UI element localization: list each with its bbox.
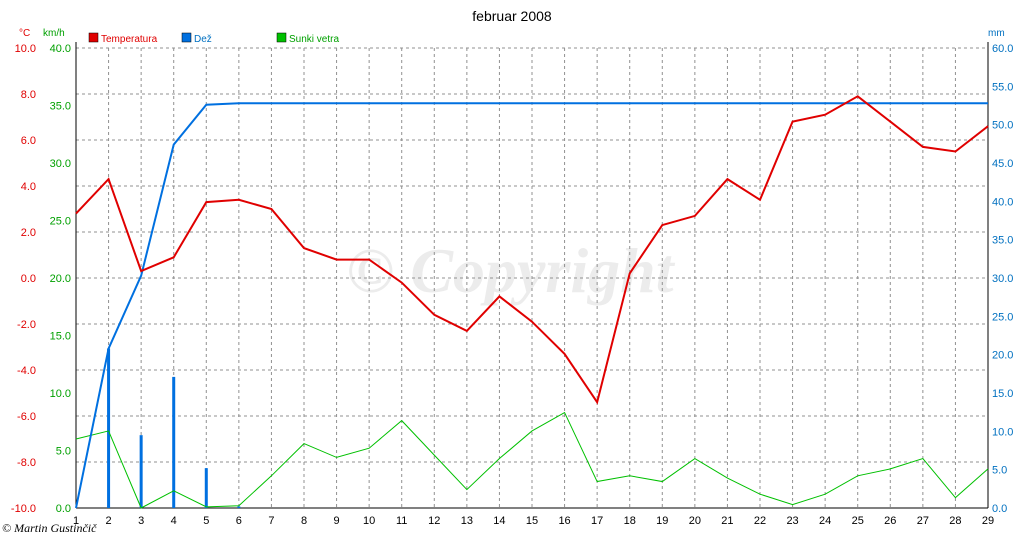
x-tick-label: 26 — [884, 515, 896, 527]
temp-tick-label: 6.0 — [21, 135, 36, 147]
x-tick-label: 7 — [268, 515, 274, 527]
rain-daily-bar — [107, 348, 111, 508]
legend-label: Dež — [194, 34, 212, 45]
x-tick-label: 10 — [363, 515, 375, 527]
x-tick-label: 8 — [301, 515, 307, 527]
temp-tick-label: -6.0 — [17, 411, 36, 423]
x-tick-label: 15 — [526, 515, 538, 527]
rain-tick-label: 30.0 — [992, 273, 1013, 285]
wind-tick-label: 0.0 — [56, 503, 71, 515]
grid — [75, 47, 989, 509]
temp-tick-label: 4.0 — [21, 181, 36, 193]
legend-label: Sunki vetra — [289, 34, 339, 45]
rain-tick-label: 15.0 — [992, 388, 1013, 400]
rain-daily-bar — [204, 468, 208, 508]
x-tick-label: 13 — [461, 515, 473, 527]
wind-gust-line — [75, 411, 989, 509]
legend-swatch — [181, 32, 192, 43]
x-tick-label: 27 — [917, 515, 929, 527]
temp-tick-label: -8.0 — [17, 457, 36, 469]
x-tick-label: 2 — [106, 515, 112, 527]
rain-tick-label: 55.0 — [992, 81, 1013, 93]
wind-tick-label: 25.0 — [50, 216, 71, 228]
temp-tick-label: 8.0 — [21, 89, 36, 101]
temp-tick-label: 10.0 — [15, 43, 36, 55]
rain-tick-label: 50.0 — [992, 120, 1013, 132]
chart-title: februar 2008 — [472, 8, 552, 24]
legend: Temperatura Dež Sunki vetra — [88, 32, 339, 45]
x-tick-label: 17 — [591, 515, 603, 527]
rain-tick-label: 45.0 — [992, 158, 1013, 170]
x-tick-label: 22 — [754, 515, 766, 527]
x-tick-label: 28 — [949, 515, 961, 527]
rain-tick-label: 0.0 — [992, 503, 1007, 515]
rain-cumulative-line — [75, 102, 988, 509]
x-tick-label: 12 — [428, 515, 440, 527]
x-tick-label: 21 — [721, 515, 733, 527]
x-tick-label: 14 — [493, 515, 505, 527]
wind-tick-label: 20.0 — [50, 273, 71, 285]
rain-daily-bar — [172, 376, 176, 508]
temp-unit-label: °C — [19, 28, 30, 39]
x-tick-label: 1 — [73, 515, 79, 527]
watermark: © Copyright — [347, 235, 676, 306]
plot-area — [75, 95, 989, 509]
legend-label: Temperatura — [101, 34, 158, 45]
x-tick-label: 3 — [138, 515, 144, 527]
rain-tick-label: 60.0 — [992, 43, 1013, 55]
x-tick-label: 29 — [982, 515, 994, 527]
rain-daily-bar — [237, 506, 241, 508]
temp-tick-label: -4.0 — [17, 365, 36, 377]
watermark-text: © Copyright — [347, 235, 676, 306]
temp-tick-label: -10.0 — [11, 503, 36, 515]
x-tick-label: 6 — [236, 515, 242, 527]
x-tick-label: 16 — [558, 515, 570, 527]
temp-tick-label: 0.0 — [21, 273, 36, 285]
x-tick-label: 23 — [786, 515, 798, 527]
x-tick-label: 24 — [819, 515, 831, 527]
legend-swatch — [276, 32, 287, 43]
legend-swatch — [88, 32, 99, 43]
x-tick-label: 5 — [203, 515, 209, 527]
x-tick-label: 4 — [171, 515, 177, 527]
wind-unit-label: km/h — [43, 28, 65, 39]
wind-tick-label: 10.0 — [50, 388, 71, 400]
x-tick-label: 25 — [852, 515, 864, 527]
wind-tick-label: 35.0 — [50, 101, 71, 113]
axes — [75, 42, 989, 509]
rain-tick-label: 25.0 — [992, 311, 1013, 323]
tick-labels: -10.0-8.0-6.0-4.0-2.00.02.04.06.08.010.0… — [11, 43, 1014, 527]
wind-tick-label: 5.0 — [56, 446, 71, 458]
rain-tick-label: 40.0 — [992, 196, 1013, 208]
temp-tick-label: 2.0 — [21, 227, 36, 239]
rain-tick-label: 35.0 — [992, 235, 1013, 247]
credit-text: © Martin Gustinčič — [2, 521, 97, 535]
x-tick-label: 20 — [689, 515, 701, 527]
x-tick-label: 18 — [624, 515, 636, 527]
wind-tick-label: 15.0 — [50, 331, 71, 343]
wind-tick-label: 40.0 — [50, 43, 71, 55]
temperature-line — [75, 95, 989, 405]
x-tick-label: 9 — [334, 515, 340, 527]
x-tick-label: 19 — [656, 515, 668, 527]
rain-tick-label: 5.0 — [992, 465, 1007, 477]
rain-daily-bar — [139, 435, 143, 508]
rain-tick-label: 20.0 — [992, 350, 1013, 362]
wind-tick-label: 30.0 — [50, 158, 71, 170]
temp-tick-label: -2.0 — [17, 319, 36, 331]
x-tick-label: 11 — [396, 515, 407, 527]
rain-unit-label: mm — [988, 28, 1005, 39]
rain-tick-label: 10.0 — [992, 426, 1013, 438]
